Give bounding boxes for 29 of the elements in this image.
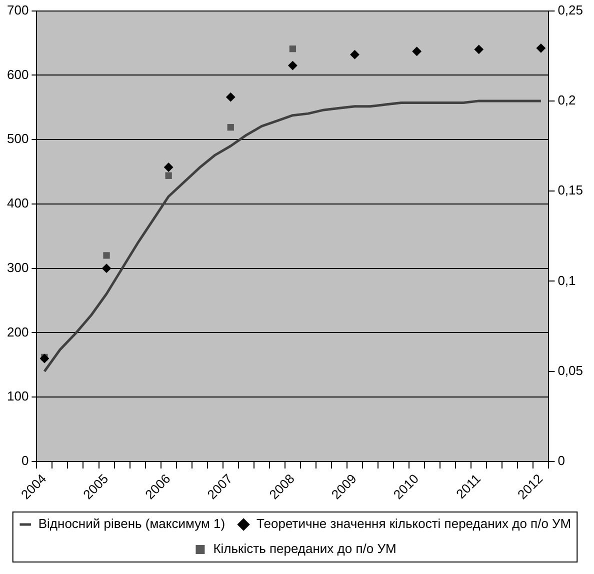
y-tick-label: 0 [21, 453, 29, 468]
y2-tick-label: 0,05 [558, 362, 584, 378]
point [102, 264, 112, 273]
point [289, 45, 296, 52]
point [226, 92, 236, 102]
y2-tick-label: 0,2 [558, 92, 576, 108]
point [165, 172, 172, 179]
point [103, 252, 110, 259]
y2-tick-label: 0 [558, 453, 565, 468]
y-tick-label: 100 [6, 388, 29, 404]
point [227, 124, 234, 131]
point [350, 50, 360, 60]
legend-label: Відносний рівень (максимум 1) [38, 516, 226, 532]
y-tick-label: 200 [6, 324, 29, 340]
y-tick-label: 700 [6, 2, 29, 18]
point [288, 61, 298, 70]
point [412, 46, 422, 56]
legend-label: Теоретичне значення кількості переданих до п/о УМ [256, 516, 572, 532]
y-tick-label: 300 [6, 260, 29, 275]
y2-tick-label: 0,15 [558, 182, 584, 198]
point [536, 44, 546, 53]
y2-tick-label: 0,25 [558, 2, 584, 18]
y-tick-label: 400 [6, 196, 29, 211]
legend-label: Кількість переданих до п/о УМ [213, 541, 396, 556]
y-tick-label: 500 [6, 131, 29, 146]
y2-tick-label: 0,1 [558, 272, 576, 288]
y-tick-label: 600 [6, 66, 29, 82]
point [164, 162, 174, 172]
point [474, 44, 484, 54]
